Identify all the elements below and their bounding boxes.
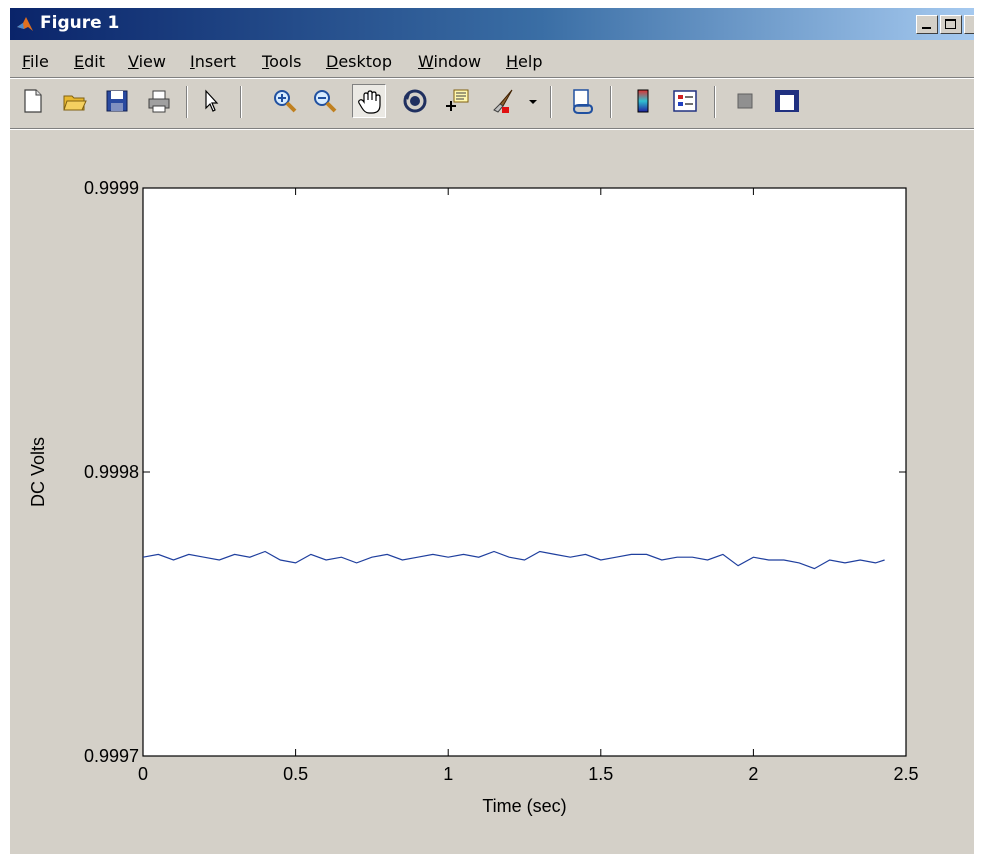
menu-view[interactable]: View [128,52,166,71]
brush-icon [493,89,513,113]
window-title: Figure 1 [40,13,120,33]
link-plot-icon [572,89,594,114]
link-plot-button[interactable] [566,84,600,118]
x-tick-label: 2.5 [893,764,918,784]
brush-button[interactable] [486,84,520,118]
save-figure-icon [106,90,128,112]
title-bar[interactable]: Figure 1 [10,8,974,40]
menu-separator [10,77,974,79]
maximize-button[interactable] [940,15,962,34]
brush-dropdown-button[interactable] [526,84,540,118]
insert-colorbar-button[interactable] [626,84,660,118]
menu-accesskey: W [418,52,434,71]
menu-accesskey: F [22,52,31,71]
rotate-3d-button[interactable] [398,84,432,118]
x-axis-label: Time (sec) [482,796,566,816]
axes-box [142,187,907,757]
y-tick-label: 0.9998 [84,462,139,482]
minimize-button[interactable] [916,15,938,34]
toolbar-separator [610,86,612,118]
maximize-icon [945,19,956,29]
x-tick-label: 1.5 [588,764,613,784]
menu-accesskey: T [262,52,270,71]
close-button[interactable] [964,15,974,34]
menu-help[interactable]: Help [506,52,543,71]
menu-accesskey: D [326,52,339,71]
show-plot-tools-icon [775,90,799,112]
y-tick-label: 0.9999 [84,178,139,198]
zoom-in-button[interactable] [268,84,302,118]
series-line [142,550,885,570]
toolbar-separator [240,86,242,118]
x-tick-label: 2 [748,764,758,784]
menu-edit[interactable]: Edit [74,52,105,71]
toolbar-separator [186,86,188,118]
y-axis-label: DC Volts [28,437,48,507]
chevron-down-icon [529,100,537,104]
menu-accesskey: H [506,52,519,71]
edit-plot-button[interactable] [194,84,228,118]
data-cursor-button[interactable] [440,84,474,118]
figure-toolbar [10,80,974,126]
menu-desktop[interactable]: Desktop [326,52,392,71]
pan-button[interactable] [352,84,386,118]
open-file-icon [63,95,87,111]
minimize-icon [922,27,931,29]
x-tick-label: 0 [138,764,148,784]
new-figure-button[interactable] [16,84,50,118]
insert-colorbar-icon [637,89,649,113]
x-tick-label: 0.5 [283,764,308,784]
menu-tools[interactable]: Tools [262,52,302,71]
matlab-logo-icon [17,17,33,31]
zoom-out-button[interactable] [308,84,342,118]
show-plot-tools-button[interactable] [770,84,804,118]
x-tick-label: 1 [443,764,453,784]
pan-hand-icon [358,90,381,114]
rotate-3d-icon [403,89,427,113]
insert-legend-button[interactable] [668,84,702,118]
plot-canvas[interactable]: 0 0.5 1 1.5 2 2.5 0.9997 0.9998 0.9999 Time (sec)… [10,132,974,854]
menu-file[interactable]: File [22,52,49,71]
print-figure-button[interactable] [142,84,176,118]
menu-accesskey: I [190,52,195,71]
menu-window[interactable]: Window [418,52,482,71]
y-tick-label: 0.9997 [84,746,139,766]
save-figure-button[interactable] [100,84,134,118]
edit-plot-arrow-icon [205,89,219,112]
print-figure-icon [148,90,170,113]
toolbar-separator [714,86,716,118]
toolbar-separator-line [10,128,974,130]
toolbar-separator [550,86,552,118]
menu-insert[interactable]: Insert [190,52,236,71]
menu-bar: File Edit View Insert Tools Desktop Wind… [10,44,974,76]
figure-window: Figure 1 File Edit View Insert Tools Des… [8,6,974,854]
zoom-out-icon [314,90,337,113]
data-cursor-icon [446,89,469,111]
open-file-button[interactable] [58,84,92,118]
zoom-in-icon [274,90,297,113]
insert-legend-icon [673,90,697,112]
hide-plot-tools-icon [737,93,753,109]
menu-accesskey: V [128,52,139,71]
new-figure-icon [24,89,42,113]
hide-plot-tools-button[interactable] [728,84,762,118]
menu-accesskey: E [74,52,85,71]
